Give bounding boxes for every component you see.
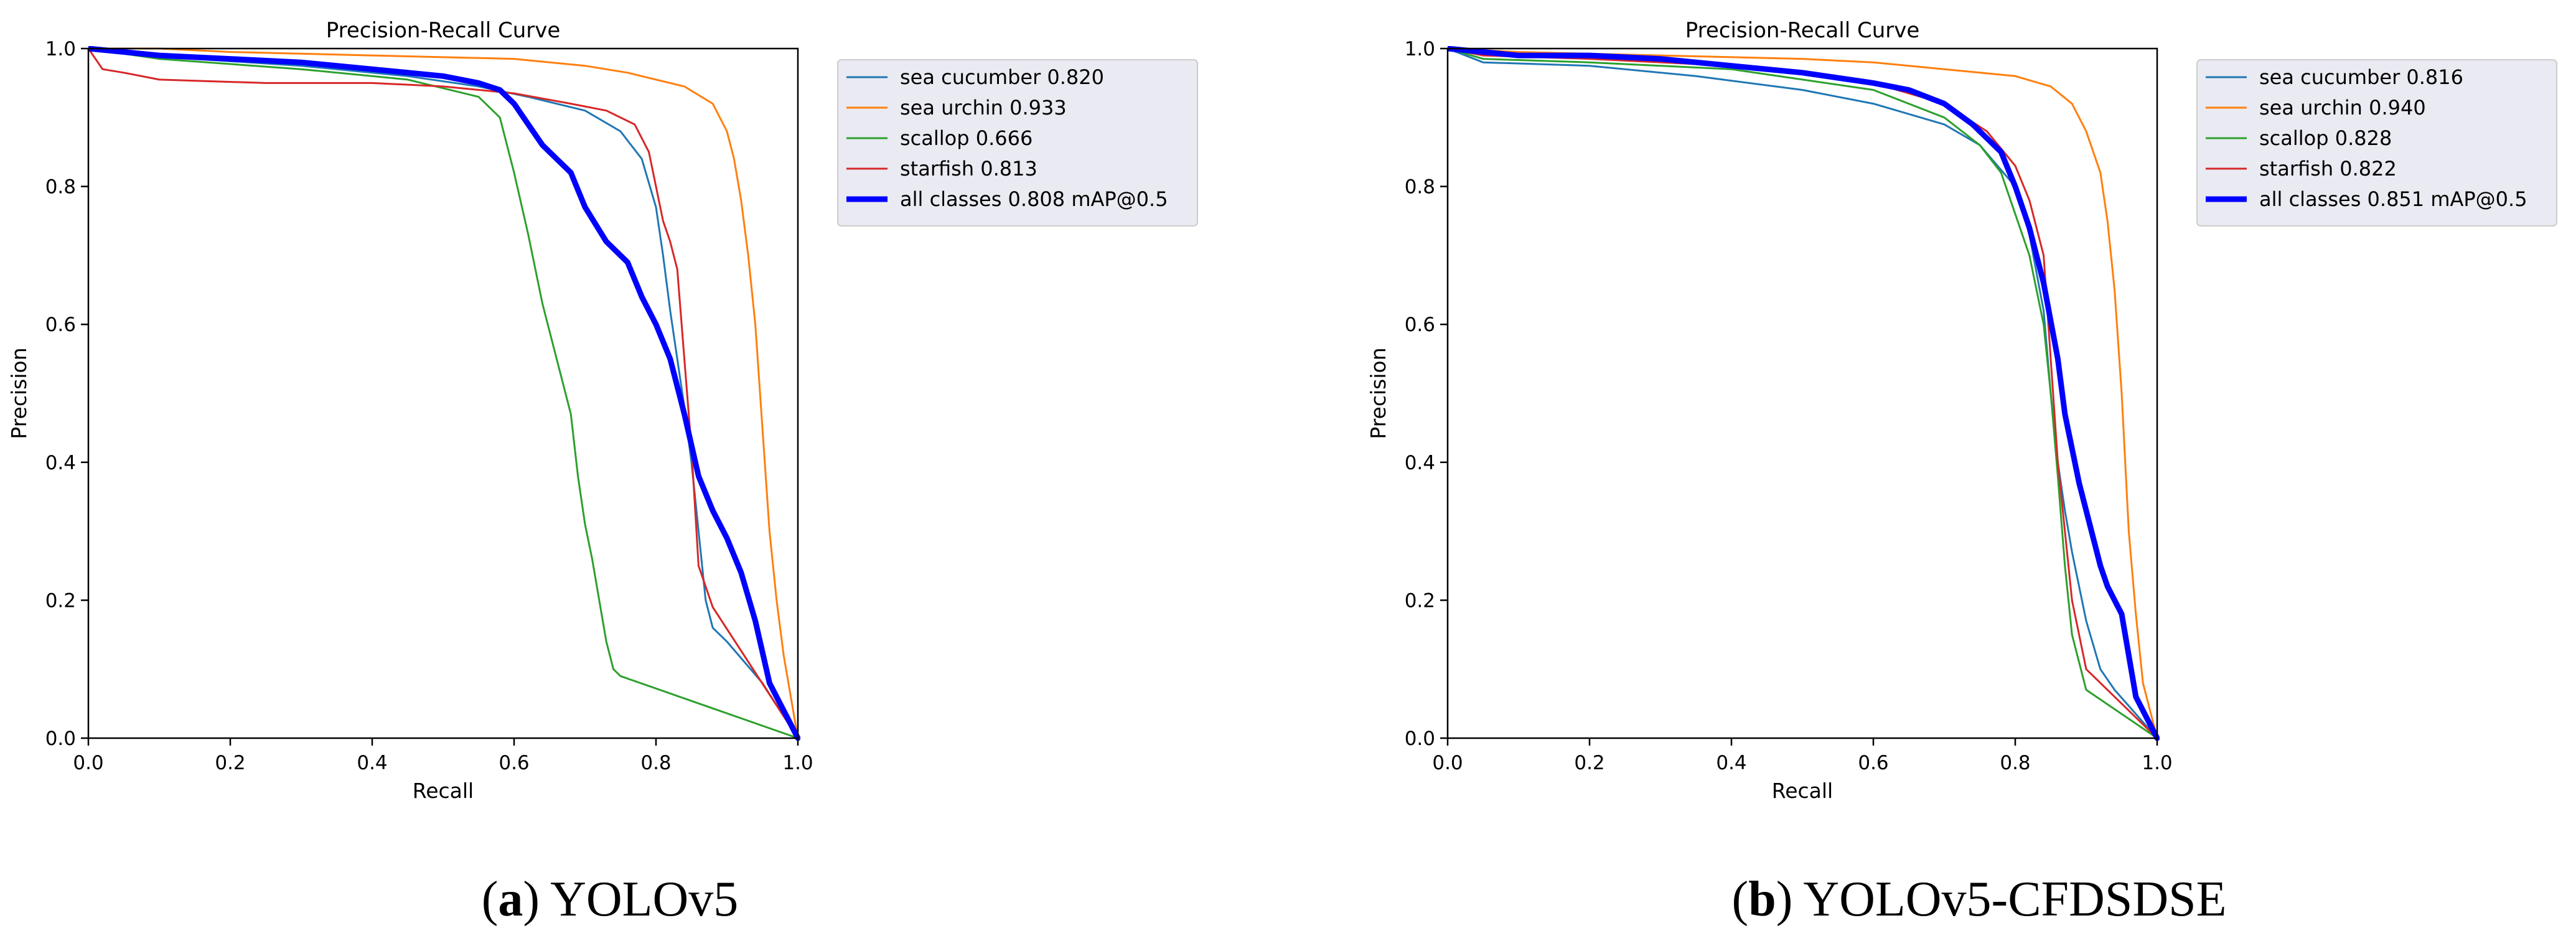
y-tick-label: 0.4 (1405, 452, 1435, 474)
x-tick-label: 0.4 (1716, 752, 1746, 774)
legend: sea cucumber 0.816 sea urchin 0.940 scallo… (2196, 59, 2557, 227)
legend-box (837, 59, 1198, 227)
series-line-all-classes (88, 46, 800, 741)
legend-entry: sea cucumber 0.816 (2259, 65, 2463, 89)
x-tick-label: 0.0 (73, 752, 103, 774)
series-line-sea-urchin (1448, 47, 2158, 739)
x-tick-label: 0.0 (1432, 752, 1463, 774)
chart-a: Precision-Recall Curve 0.0 0.2 0.4 0.6 0.8 1.0… (7, 18, 1198, 803)
series-line-scallop (1448, 47, 2158, 739)
legend: sea cucumber 0.820 sea urchin 0.933 scallo… (837, 59, 1198, 227)
x-tick-label: 1.0 (782, 752, 813, 774)
x-tick-label: 0.4 (357, 752, 387, 774)
y-tick-label: 1.0 (45, 38, 76, 60)
y-axis-label: Precision (7, 347, 31, 439)
x-tick-label: 0.8 (2000, 752, 2030, 774)
x-tick-label: 0.2 (1574, 752, 1604, 774)
legend-entry: starfish 0.813 (900, 157, 1037, 180)
x-axis-label: Recall (1772, 779, 1833, 803)
y-tick-label: 0.2 (45, 589, 76, 612)
legend-entry: sea cucumber 0.820 (900, 65, 1104, 89)
series-group (88, 46, 800, 741)
y-tick-label: 0.0 (45, 728, 76, 750)
chart-title: Precision-Recall Curve (1685, 18, 1920, 43)
y-tick-label: 0.6 (1405, 314, 1435, 336)
legend-entry: all classes 0.808 mAP@0.5 (900, 187, 1168, 211)
legend-entry: starfish 0.822 (2259, 157, 2397, 180)
y-tick-label: 0.8 (45, 176, 76, 199)
chart-title: Precision-Recall Curve (326, 18, 561, 43)
y-tick-label: 0.0 (1405, 728, 1435, 750)
legend-entry: scallop 0.828 (2259, 126, 2392, 150)
series-line-sea-cucumber (1448, 47, 2158, 739)
y-tick-label: 0.2 (1405, 589, 1435, 612)
series-line-sea-cucumber (88, 47, 799, 739)
y-tick-label: 0.6 (45, 314, 76, 336)
y-tick-label: 0.8 (1405, 176, 1435, 199)
series-line-all-classes (1448, 46, 2160, 741)
series-group (1448, 46, 2160, 741)
x-tick-label: 0.6 (1858, 752, 1888, 774)
chart-b: Precision-Recall Curve 0.0 0.2 0.4 0.6 0.8 1.0… (1366, 18, 2557, 803)
y-axis-label: Precision (1366, 347, 1390, 439)
series-line-sea-urchin (88, 47, 799, 739)
legend-entry: scallop 0.666 (900, 126, 1033, 150)
legend-entry: sea urchin 0.933 (900, 96, 1067, 119)
series-line-scallop (88, 47, 799, 739)
x-tick-label: 0.6 (499, 752, 529, 774)
caption-b: (b) YOLOv5-CFDSDSE (1731, 872, 2227, 927)
axes-frame (1446, 47, 2158, 739)
legend-box (2196, 59, 2557, 227)
y-tick-label: 0.4 (45, 452, 76, 474)
axes-frame (87, 47, 799, 739)
series-line-starfish (88, 47, 799, 739)
x-tick-label: 1.0 (2142, 752, 2172, 774)
x-tick-label: 0.8 (640, 752, 671, 774)
x-tick-label: 0.2 (215, 752, 245, 774)
caption-a: (a) YOLOv5 (481, 872, 739, 927)
legend-entry: sea urchin 0.940 (2259, 96, 2426, 119)
legend-entry: all classes 0.851 mAP@0.5 (2259, 187, 2527, 211)
y-tick-label: 1.0 (1405, 38, 1435, 60)
x-axis-label: Recall (413, 779, 474, 803)
